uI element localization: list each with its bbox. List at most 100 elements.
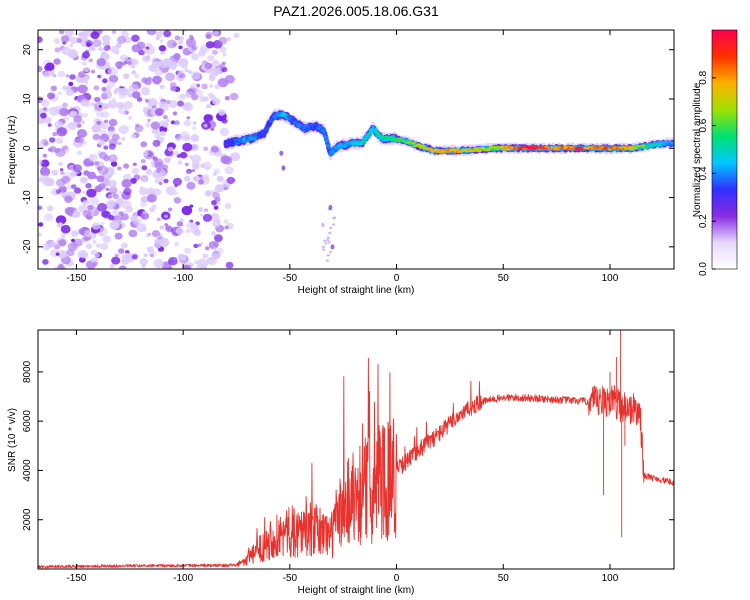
- noise-blob: [118, 91, 127, 99]
- noise-blob: [159, 225, 165, 230]
- noise-blob: [189, 219, 194, 223]
- noise-blob: [184, 162, 189, 167]
- noise-blob: [332, 216, 336, 220]
- noise-blob: [224, 74, 235, 84]
- noise-blob: [191, 71, 201, 80]
- noise-blob: [141, 165, 148, 171]
- noise-blob: [41, 99, 50, 107]
- snr-background: [38, 330, 674, 569]
- noise-blob: [100, 221, 105, 225]
- noise-blob: [68, 81, 74, 87]
- noise-blob: [327, 241, 331, 244]
- x-tick-label: -100: [173, 273, 193, 284]
- ridge-segment: [330, 150, 335, 154]
- noise-blob: [214, 184, 225, 193]
- noise-blob: [195, 264, 206, 269]
- noise-blob: [158, 96, 164, 100]
- x-tick-label: -50: [283, 273, 298, 284]
- noise-blob: [159, 120, 167, 127]
- noise-blob: [43, 116, 52, 124]
- noise-blob: [58, 30, 65, 35]
- noise-blob: [209, 67, 220, 77]
- noise-blob: [166, 39, 177, 49]
- noise-blob: [127, 116, 133, 120]
- noise-blob: [158, 181, 163, 185]
- noise-blob: [58, 161, 63, 167]
- ridge-segment: [671, 142, 674, 145]
- noise-blob: [192, 143, 198, 149]
- ridge-segment: [323, 135, 329, 139]
- ridge-segment: [301, 125, 306, 129]
- noise-blob: [205, 41, 215, 49]
- noise-blob: [178, 74, 183, 79]
- noise-blob: [109, 263, 115, 269]
- noise-blob: [58, 185, 67, 193]
- noise-blob: [50, 85, 57, 92]
- noise-blob: [49, 137, 56, 143]
- noise-blob: [86, 188, 97, 198]
- noise-blob: [144, 78, 152, 86]
- noise-blob: [42, 243, 51, 251]
- noise-blob: [74, 137, 80, 143]
- noise-blob: [176, 221, 184, 227]
- noise-blob: [130, 134, 137, 139]
- y-tick-label: 6000: [22, 410, 33, 433]
- y-tick-label: 10: [22, 93, 33, 105]
- noise-blob: [60, 233, 66, 238]
- noise-blob: [82, 190, 86, 194]
- noise-blob: [141, 177, 147, 183]
- noise-blob: [108, 143, 116, 150]
- noise-blob: [52, 131, 58, 137]
- noise-blob: [76, 129, 88, 138]
- noise-blob: [79, 229, 86, 235]
- noise-blob: [101, 103, 110, 110]
- noise-blob: [57, 91, 62, 96]
- noise-blob: [107, 81, 116, 88]
- noise-blob: [226, 37, 232, 42]
- noise-blob: [107, 100, 118, 109]
- noise-blob: [168, 61, 178, 70]
- colorbar-ticks: 0.0 0.2 0.4 0.6 0.8: [698, 29, 738, 276]
- noise-blob: [164, 223, 169, 227]
- noise-blob: [96, 166, 102, 171]
- noise-blob: [45, 62, 55, 71]
- noise-blob: [213, 59, 218, 64]
- noise-blob: [323, 239, 327, 242]
- noise-blob: [186, 181, 196, 190]
- noise-blob: [112, 209, 119, 216]
- noise-blob: [146, 30, 157, 36]
- noise-blob: [186, 170, 190, 174]
- noise-blob: [135, 123, 140, 128]
- noise-blob: [123, 73, 130, 80]
- noise-blob: [114, 232, 123, 240]
- noise-blob: [130, 64, 136, 69]
- noise-blob: [214, 234, 223, 243]
- noise-blob: [213, 205, 219, 210]
- noise-blob: [205, 166, 211, 171]
- noise-blob: [111, 97, 116, 102]
- noise-blob: [144, 122, 151, 128]
- noise-blob: [131, 254, 138, 260]
- noise-blob: [55, 137, 64, 144]
- noise-blob: [131, 34, 140, 42]
- noise-blob: [165, 119, 170, 123]
- y-tick-label: 4000: [22, 459, 33, 482]
- ridge-segment: [500, 145, 505, 148]
- noise-blob: [321, 245, 325, 249]
- noise-blob: [186, 116, 191, 120]
- noise-blob: [61, 175, 71, 184]
- noise-blob: [83, 67, 90, 72]
- noise-blob: [94, 252, 100, 258]
- noise-blob: [80, 252, 87, 259]
- noise-blob: [118, 248, 125, 254]
- noise-blob: [210, 213, 220, 222]
- noise-blob: [140, 87, 150, 96]
- noise-blob: [102, 235, 111, 243]
- noise-blob: [89, 197, 100, 206]
- spectrogram-noise: [38, 30, 336, 269]
- noise-blob: [179, 218, 184, 223]
- x-tick-label: -50: [283, 573, 298, 584]
- noise-blob: [118, 125, 129, 135]
- noise-blob: [165, 225, 172, 231]
- ridge-segment: [506, 148, 511, 151]
